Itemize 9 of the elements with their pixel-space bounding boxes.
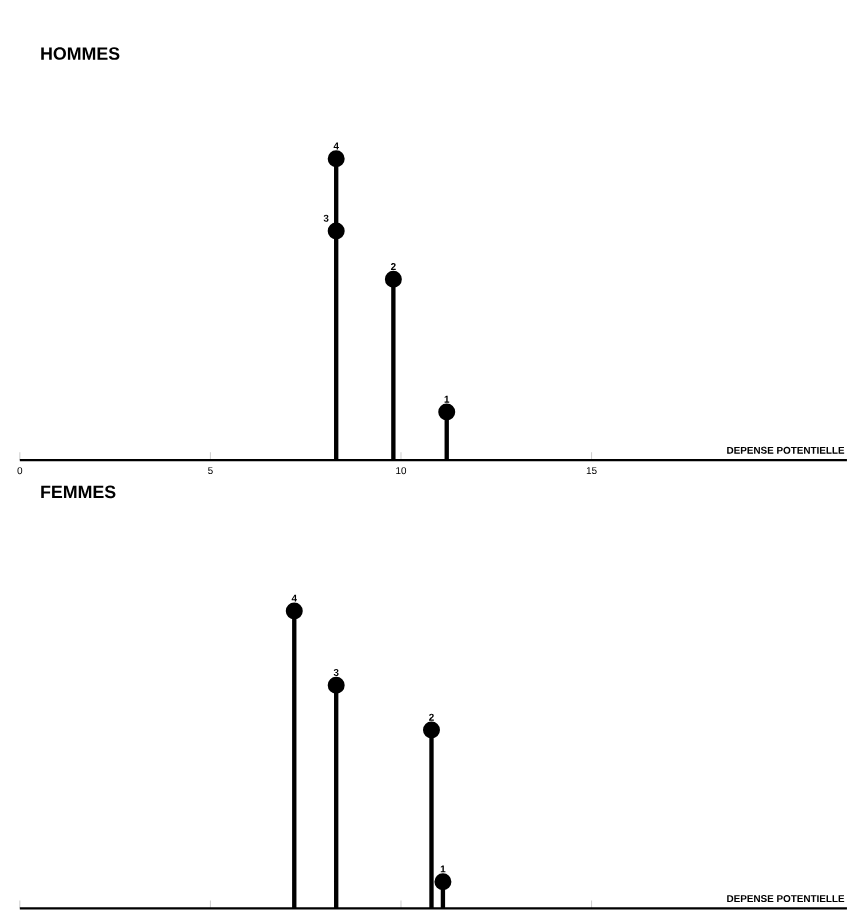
point: [422, 721, 440, 739]
point: [285, 602, 303, 620]
point: [438, 403, 456, 421]
point: [384, 270, 402, 288]
point: [327, 222, 345, 240]
point: [327, 150, 345, 168]
chart-title: FEMMES: [41, 485, 116, 499]
chart-title: HOMMES: [41, 47, 120, 60]
point: [327, 676, 345, 694]
